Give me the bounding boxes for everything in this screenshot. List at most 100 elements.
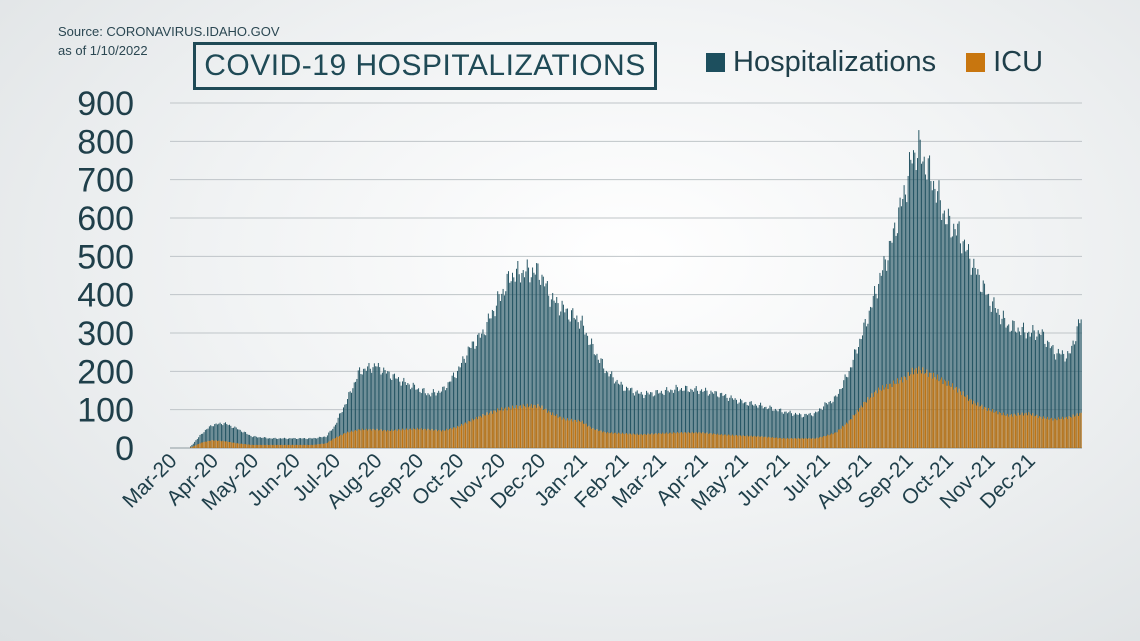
icu-bar — [929, 372, 931, 448]
icu-bar — [742, 435, 744, 448]
icu-bar — [369, 429, 371, 448]
hosp-bar — [878, 283, 880, 448]
hosp-bar — [1051, 346, 1053, 448]
icu-bar — [782, 438, 784, 448]
hosp-bar — [667, 390, 669, 448]
icu-bar — [1049, 418, 1051, 448]
hosp-bar — [1045, 346, 1047, 448]
hosp-bar — [803, 416, 804, 448]
icu-bar — [923, 373, 925, 448]
icu-bar — [238, 443, 240, 448]
icu-bar — [537, 403, 539, 448]
hosp-bar — [675, 384, 677, 448]
hosp-bar — [520, 282, 521, 448]
hosp-bar — [257, 437, 259, 448]
icu-bar — [914, 369, 916, 448]
hosp-bar — [321, 437, 323, 448]
icu-bar — [407, 430, 409, 448]
hosp-bar — [391, 379, 393, 448]
hosp-bar — [966, 249, 968, 448]
icu-bar — [904, 377, 906, 448]
hosp-bar — [332, 428, 334, 448]
hosp-bar — [227, 425, 229, 448]
hosp-bar — [813, 413, 815, 448]
hosp-bar — [864, 319, 866, 448]
icu-bar — [234, 442, 236, 448]
hosp-bar — [679, 389, 681, 448]
icu-bar — [706, 432, 708, 448]
icu-bar — [418, 429, 420, 448]
icu-bar — [793, 438, 795, 448]
hosp-bar — [251, 437, 253, 448]
hosp-bar — [892, 228, 894, 448]
icu-bar — [432, 430, 434, 448]
hosp-bar — [351, 392, 353, 448]
hosp-bar — [420, 393, 422, 448]
hosp-bar — [933, 180, 935, 448]
icu-bar — [596, 429, 598, 448]
hosp-bar — [951, 236, 953, 448]
hosp-bar — [914, 152, 916, 449]
icu-bar — [1021, 412, 1023, 448]
icu-bar — [402, 428, 403, 448]
hosp-bar — [942, 213, 944, 448]
hosp-bar — [766, 409, 768, 448]
icu-bar — [689, 432, 690, 448]
icu-bar — [660, 433, 662, 448]
icu-bar — [279, 445, 281, 448]
legend-item-hospitalizations: Hospitalizations — [706, 46, 936, 79]
icu-bar — [1065, 416, 1067, 448]
icu-bar — [698, 432, 700, 448]
icu-bar — [938, 381, 940, 448]
hosp-bar — [369, 368, 371, 448]
hosp-bar — [997, 308, 999, 448]
icu-bar — [628, 433, 630, 448]
hosp-bar — [564, 312, 566, 448]
icu-bar — [619, 433, 621, 448]
hosp-bar — [536, 263, 538, 448]
icu-bar — [426, 430, 428, 448]
icu-bar — [545, 408, 547, 448]
hosp-bar — [672, 392, 674, 448]
hosp-bar — [880, 275, 882, 448]
hosp-bar — [749, 401, 751, 448]
hosp-bar — [316, 438, 318, 448]
icu-bar — [1079, 413, 1081, 448]
hosp-bar — [473, 341, 475, 448]
icu-bar — [1069, 416, 1071, 448]
icu-bar — [483, 415, 485, 448]
hosp-bar — [458, 366, 460, 448]
hosp-bar — [233, 427, 234, 448]
icu-bar — [615, 432, 617, 448]
hosp-bar — [371, 372, 373, 448]
icu-bar — [800, 438, 802, 448]
icu-bar — [562, 417, 564, 448]
icu-bar — [452, 427, 454, 448]
hosp-bar — [561, 300, 563, 448]
hosp-bar — [326, 435, 328, 448]
icu-bar — [318, 444, 320, 448]
hosp-bar — [344, 404, 346, 448]
icu-bar — [646, 434, 648, 448]
icu-bar — [855, 413, 857, 448]
hosp-bar — [993, 297, 995, 448]
icu-bar — [616, 433, 618, 448]
icu-bar — [984, 406, 986, 448]
hosp-bar — [207, 428, 209, 448]
icu-bar — [870, 397, 872, 448]
hosp-bar — [486, 322, 488, 448]
hosp-bar — [1057, 348, 1059, 448]
icu-bar — [593, 429, 595, 448]
icu-bar — [215, 440, 217, 448]
hosp-bar — [265, 437, 267, 448]
hosp-bar — [1056, 353, 1058, 448]
hosp-bar — [292, 438, 293, 448]
icu-bar — [939, 379, 941, 448]
icu-bar — [824, 436, 826, 448]
icu-bar — [542, 409, 544, 448]
hosp-bar — [769, 405, 771, 448]
hosp-bar — [800, 414, 802, 448]
icu-bar — [243, 444, 245, 448]
hosp-bar — [503, 295, 505, 448]
icu-bar — [553, 415, 555, 448]
